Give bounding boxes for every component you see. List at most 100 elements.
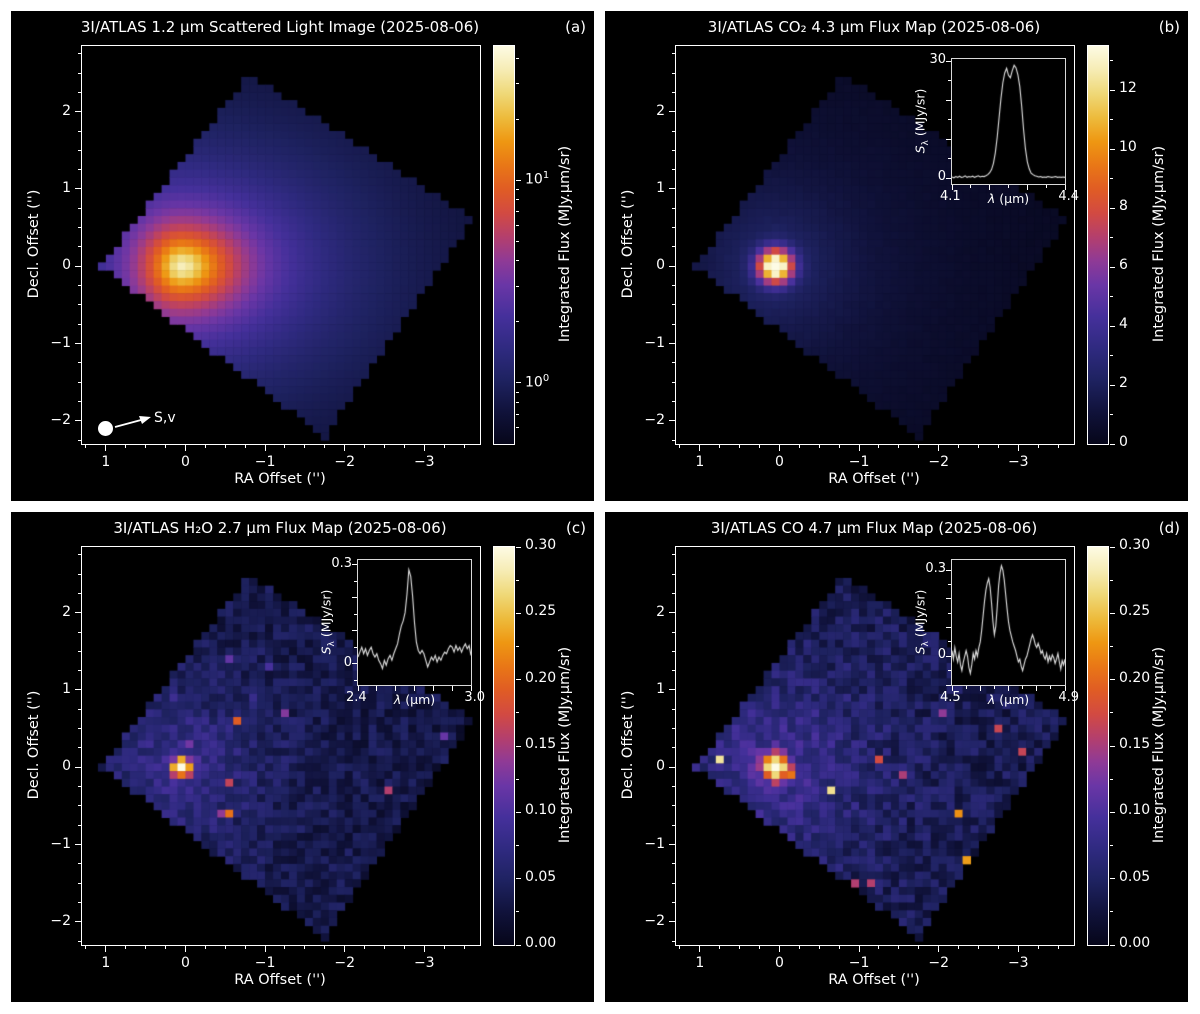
- x-axis-label: RA Offset (''): [234, 471, 326, 487]
- y-axis-minor-tick: [672, 246, 675, 248]
- y-axis-minor-tick: [672, 747, 675, 749]
- colorbar-tick: [516, 382, 521, 384]
- panel-a-scattered-light: 3I/ATLAS 1.2 μm Scattered Light Image (2…: [11, 11, 594, 501]
- y-axis-tick: [75, 343, 81, 345]
- colorbar-tick-label: 0.25: [525, 603, 557, 620]
- x-axis-minor-tick: [1057, 946, 1059, 949]
- flux-map-plot: S,v: [81, 45, 481, 445]
- colorbar-minor-tick: [1110, 579, 1113, 581]
- x-tick-label: 0: [775, 955, 784, 971]
- colorbar-tick-label: 2: [1119, 375, 1128, 392]
- colorbar-minor-tick: [516, 260, 519, 262]
- colorbar-tick: [1110, 546, 1115, 548]
- inset-y-tick: [948, 158, 951, 160]
- x-axis-minor-tick: [85, 946, 87, 949]
- x-axis-minor-tick: [719, 445, 721, 448]
- colorbar-tick: [516, 612, 521, 614]
- inset-y-tick: [354, 646, 357, 648]
- y-axis-tick: [75, 420, 81, 422]
- x-axis-minor-tick: [304, 445, 306, 448]
- inset-y-tick: [948, 80, 951, 82]
- y-axis-minor-tick: [672, 149, 675, 151]
- x-axis-tick: [778, 445, 780, 451]
- x-axis-tick: [858, 946, 860, 952]
- inset-ytick-max: 0.3: [925, 561, 946, 577]
- inset-x-tick: [451, 686, 453, 691]
- x-tick-label: −2: [334, 955, 355, 971]
- inset-y-tick: [948, 583, 951, 585]
- x-axis-label: RA Offset (''): [234, 972, 326, 988]
- y-tick-label: 1: [62, 680, 71, 697]
- x-axis-tick: [1017, 445, 1019, 451]
- inset-xtick-left: 4.5: [940, 690, 961, 705]
- colorbar-minor-tick: [1110, 355, 1113, 357]
- colorbar-tick: [516, 179, 521, 181]
- inset-xtick-right: 4.4: [1058, 189, 1079, 204]
- y-axis-minor-tick: [672, 940, 675, 942]
- colorbar-minor-tick: [516, 321, 519, 323]
- colorbar-minor-tick: [1110, 911, 1113, 913]
- inset-y-tick: [352, 663, 357, 665]
- colorbar-tick-label: 0.15: [525, 736, 557, 752]
- x-tick-label: −3: [1007, 955, 1029, 971]
- colorbar-tick: [1110, 944, 1115, 946]
- y-axis-minor-tick: [672, 91, 675, 93]
- inset-y-tick: [946, 138, 951, 140]
- colorbar-label: Integrated Flux (MJy.μm/sr): [1151, 646, 1167, 844]
- y-axis-minor-tick: [78, 573, 81, 575]
- x-axis-tick: [344, 946, 346, 952]
- colorbar-minor-tick: [516, 211, 519, 213]
- x-axis-minor-tick: [1037, 445, 1039, 448]
- y-axis-tick: [669, 111, 675, 113]
- y-tick-label: 2: [656, 102, 665, 119]
- colorbar-tick-label: 0.20: [525, 669, 557, 686]
- x-axis-minor-tick: [85, 445, 87, 448]
- colorbar-minor-tick: [1110, 712, 1113, 714]
- colorbar-tick-label: 101: [525, 170, 550, 188]
- inset-ytick-max: 0.3: [331, 555, 352, 571]
- x-axis-tick: [423, 946, 425, 952]
- colorbar-minor-tick: [516, 57, 519, 59]
- colorbar-tick-label: 0.10: [1119, 802, 1151, 819]
- colorbar-tick-label: 0.30: [525, 537, 557, 553]
- inset-x-tick: [1008, 686, 1009, 691]
- inset-y-tick: [354, 613, 357, 615]
- colorbar-minor-tick: [516, 402, 519, 404]
- inset-y-axis-label: Sλ (MJy/sr): [912, 88, 932, 154]
- colorbar-tick: [516, 811, 521, 813]
- panel-title: 3I/ATLAS CO 4.7 μm Flux Map (2025-08-06): [710, 519, 1038, 537]
- colorbar-tick-label: 8: [1119, 198, 1128, 215]
- y-axis-minor-tick: [78, 882, 81, 884]
- y-tick-label: 0: [656, 758, 665, 775]
- panel-letter: (a): [565, 18, 586, 36]
- inset-xtick-right: 3.0: [464, 690, 485, 705]
- colorbar-tick: [1110, 745, 1115, 747]
- y-tick-label: −2: [50, 912, 71, 929]
- x-axis-minor-tick: [997, 445, 999, 448]
- x-axis-minor-tick: [244, 445, 246, 448]
- y-axis-minor-tick: [672, 323, 675, 325]
- x-axis-minor-tick: [284, 946, 286, 949]
- inset-xtick-left: 2.4: [346, 690, 367, 705]
- x-axis-tick: [699, 445, 701, 451]
- spectrum-inset: Sλ (MJy/sr) 30 0 4.1 4.4 λ (μm): [913, 52, 1080, 206]
- y-axis-minor-tick: [78, 149, 81, 151]
- x-axis-minor-tick: [403, 445, 405, 448]
- y-axis-minor-tick: [672, 381, 675, 383]
- y-axis-minor-tick: [78, 72, 81, 74]
- colorbar-tick-label: 0: [1119, 434, 1128, 450]
- x-axis-minor-tick: [997, 946, 999, 949]
- x-axis-minor-tick: [798, 946, 800, 949]
- panel-letter: (d): [1158, 519, 1180, 537]
- colorbar-minor-tick: [1110, 237, 1113, 239]
- y-axis-minor-tick: [78, 786, 81, 788]
- x-axis-minor-tick: [443, 946, 445, 949]
- colorbar-minor-tick: [516, 240, 519, 242]
- colorbar-minor-tick: [516, 189, 519, 191]
- y-axis-minor-tick: [672, 304, 675, 306]
- colorbar-minor-tick: [1110, 178, 1113, 180]
- y-axis-minor-tick: [78, 169, 81, 171]
- heatmap-canvas: [82, 46, 480, 444]
- panel-title: 3I/ATLAS H₂O 2.7 μm Flux Map (2025-08-06…: [113, 519, 447, 537]
